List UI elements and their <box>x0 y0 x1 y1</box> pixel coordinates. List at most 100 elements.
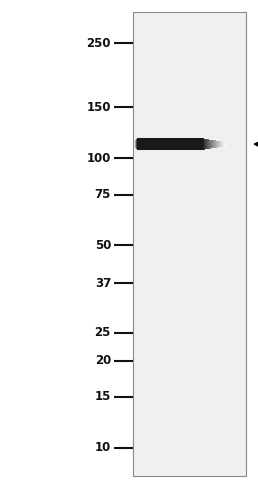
Bar <box>188 138 189 150</box>
Bar <box>177 138 178 150</box>
Text: 10: 10 <box>95 441 111 454</box>
Bar <box>175 138 176 150</box>
Bar <box>209 140 210 149</box>
Bar <box>186 138 187 150</box>
Bar <box>156 138 157 150</box>
Bar <box>153 138 154 150</box>
Bar <box>174 138 175 150</box>
Bar <box>190 138 191 150</box>
Bar <box>172 138 173 150</box>
Bar <box>199 138 200 150</box>
Bar <box>154 138 155 150</box>
Bar <box>139 138 140 150</box>
Text: 37: 37 <box>95 277 111 290</box>
Bar <box>150 138 151 150</box>
Bar <box>197 138 198 150</box>
Bar <box>205 139 206 149</box>
Bar <box>184 138 185 150</box>
Bar <box>158 138 159 150</box>
Text: 25: 25 <box>95 326 111 339</box>
Bar <box>185 138 186 150</box>
Bar <box>195 138 196 150</box>
Bar <box>135 140 136 148</box>
Bar <box>221 141 222 147</box>
Bar <box>207 139 208 149</box>
Bar <box>141 138 142 150</box>
Text: 50: 50 <box>95 239 111 252</box>
Bar <box>142 138 143 150</box>
Text: 20: 20 <box>95 354 111 367</box>
Bar <box>149 138 150 150</box>
Bar <box>151 138 152 150</box>
Bar <box>223 142 224 147</box>
Text: 75: 75 <box>95 188 111 201</box>
Bar <box>182 138 183 150</box>
Bar <box>198 138 199 150</box>
Bar <box>212 140 213 148</box>
Bar <box>140 138 141 150</box>
Bar <box>220 141 221 147</box>
Bar <box>216 141 217 148</box>
Bar <box>171 138 172 150</box>
Bar <box>133 12 246 476</box>
Bar <box>187 138 188 150</box>
Bar <box>173 138 174 150</box>
Bar <box>214 141 215 148</box>
Bar <box>161 138 162 150</box>
Text: 150: 150 <box>86 101 111 114</box>
Bar <box>222 142 223 147</box>
Bar <box>167 138 168 150</box>
Bar <box>217 141 218 147</box>
Bar <box>137 138 138 150</box>
Text: 250: 250 <box>86 37 111 50</box>
Bar <box>179 138 180 150</box>
Bar <box>181 138 182 150</box>
Bar <box>163 138 164 150</box>
Bar <box>200 138 201 150</box>
Bar <box>191 138 192 150</box>
Bar <box>213 140 214 148</box>
Bar <box>192 138 193 150</box>
Bar <box>204 139 205 150</box>
Bar <box>194 138 195 150</box>
Bar <box>218 141 219 147</box>
Bar <box>136 139 137 150</box>
Bar <box>162 138 163 150</box>
Bar <box>215 141 216 148</box>
Bar <box>165 138 166 150</box>
Bar <box>147 138 148 150</box>
Bar <box>201 138 202 150</box>
Bar <box>208 140 209 149</box>
Bar <box>145 138 146 150</box>
Bar <box>176 138 177 150</box>
Bar <box>193 138 194 150</box>
Bar <box>143 138 144 150</box>
Bar <box>219 141 220 147</box>
Bar <box>164 138 165 150</box>
Bar <box>166 138 167 150</box>
Bar <box>152 138 153 150</box>
Bar <box>134 142 135 147</box>
Bar <box>178 138 179 150</box>
Bar <box>168 138 169 150</box>
Bar <box>183 138 184 150</box>
Bar <box>146 138 147 150</box>
Bar <box>189 138 190 150</box>
Bar <box>196 138 197 150</box>
Bar <box>202 138 203 150</box>
Bar <box>210 140 211 148</box>
Bar <box>148 138 149 150</box>
Bar <box>157 138 158 150</box>
Text: 15: 15 <box>95 390 111 403</box>
Bar <box>224 142 225 146</box>
Bar <box>180 138 181 150</box>
Bar <box>203 139 204 150</box>
Bar <box>170 138 171 150</box>
Bar <box>206 139 207 149</box>
Text: 100: 100 <box>87 152 111 165</box>
Bar <box>169 138 170 150</box>
Bar <box>160 138 161 150</box>
Bar <box>138 138 139 150</box>
Bar <box>211 140 212 148</box>
Bar <box>155 138 156 150</box>
